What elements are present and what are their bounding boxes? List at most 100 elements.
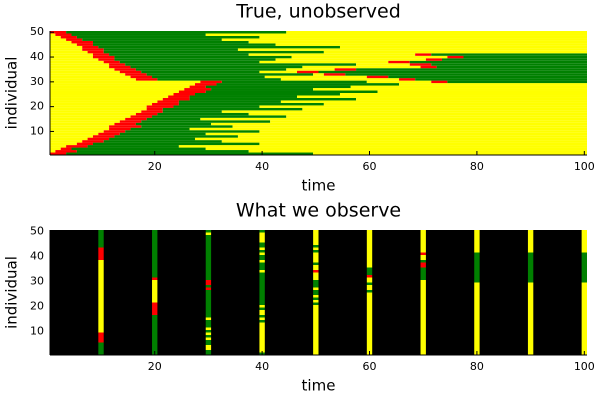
state-segment: [130, 75, 153, 79]
observed-cell: [313, 325, 319, 328]
state-segment: [103, 50, 324, 54]
observed-cell: [527, 330, 534, 333]
observed-cell: [205, 287, 212, 290]
state-segment: [286, 31, 587, 34]
observed-cell: [527, 305, 534, 308]
observed-cell: [420, 300, 426, 303]
observed-cell: [366, 305, 373, 308]
observed-cell: [259, 282, 265, 285]
observed-cell: [313, 277, 319, 280]
observed-cell: [152, 327, 158, 330]
observed-cell: [152, 340, 158, 343]
observed-cell: [581, 347, 587, 350]
state-segment: [50, 95, 169, 98]
observed-cell: [581, 342, 587, 345]
observed-cell: [366, 245, 373, 248]
state-segment: [92, 55, 115, 59]
x-tick-label: 60: [363, 160, 377, 173]
observed-cell: [313, 320, 319, 323]
x-axis-label: time: [302, 177, 336, 195]
state-segment: [221, 140, 587, 143]
observed-cell: [366, 302, 373, 305]
state-segment: [98, 45, 340, 49]
observed-cell: [474, 272, 480, 275]
observed-cell: [474, 317, 480, 320]
observed-cell: [98, 247, 104, 250]
observed-cell: [98, 325, 104, 328]
y-tick-label: 50: [30, 224, 44, 237]
observed-cell: [420, 340, 426, 343]
observed-cell: [98, 295, 104, 298]
state-segment: [436, 65, 587, 69]
observed-cell: [420, 310, 426, 313]
state-segment: [50, 117, 126, 121]
state-segment: [157, 100, 179, 103]
observed-cell: [98, 332, 104, 335]
observed-cell: [474, 347, 480, 350]
observed-cell: [313, 262, 319, 265]
observed-cell: [152, 267, 158, 270]
observed-cell: [205, 300, 212, 303]
observed-cell: [366, 242, 373, 245]
state-segment: [442, 58, 587, 61]
observed-cell: [581, 230, 587, 233]
observed-cell: [152, 332, 158, 335]
observed-cell: [366, 332, 373, 335]
state-segment: [270, 120, 587, 123]
state-segment: [334, 68, 357, 71]
state-segment: [189, 95, 298, 98]
observed-cell: [313, 290, 319, 293]
state-segment: [339, 93, 587, 96]
observed-cell: [420, 295, 426, 298]
observed-cell: [152, 272, 158, 275]
state-segment: [119, 132, 206, 136]
observed-cell: [581, 237, 587, 240]
state-segment: [178, 100, 281, 103]
observed-cell: [527, 235, 534, 238]
observed-cell: [313, 342, 319, 345]
observed-cell: [98, 322, 104, 325]
observed-cell: [205, 312, 212, 315]
observed-cell: [259, 272, 265, 275]
state-segment: [50, 93, 174, 96]
state-segment: [92, 142, 260, 146]
state-segment: [194, 93, 340, 96]
observed-cell: [527, 332, 534, 335]
state-segment: [221, 80, 367, 84]
observed-cell: [98, 352, 104, 355]
state-segment: [114, 135, 238, 138]
observed-cell: [474, 342, 480, 345]
state-segment: [71, 33, 206, 36]
observed-cell: [581, 232, 587, 235]
state-segment: [205, 33, 588, 36]
observed-cell: [420, 270, 426, 273]
state-segment: [259, 142, 587, 146]
observed-cell: [474, 267, 480, 270]
observed-cell: [98, 335, 104, 338]
observed-cell: [581, 277, 587, 280]
observed-cell: [152, 262, 158, 265]
state-segment: [98, 58, 115, 61]
observed-cell: [581, 270, 587, 273]
state-segment: [152, 75, 265, 79]
observed-cell: [527, 337, 534, 340]
observed-cell: [205, 230, 212, 233]
observed-cell: [366, 340, 373, 343]
state-segment: [280, 78, 400, 81]
observed-cell: [527, 307, 534, 310]
state-segment: [286, 115, 587, 118]
state-segment: [50, 102, 153, 106]
state-segment: [50, 125, 110, 128]
state-segment: [50, 65, 110, 69]
observed-cell: [527, 290, 534, 293]
observed-cell: [259, 335, 265, 338]
state-segment: [189, 127, 587, 131]
observed-cell: [259, 285, 265, 288]
state-segment: [178, 145, 587, 148]
observed-cell: [205, 232, 212, 235]
observed-cell: [205, 257, 212, 260]
observed-cell: [366, 300, 373, 303]
state-segment: [184, 88, 212, 91]
observed-cell: [474, 305, 480, 308]
observed-cell: [98, 330, 104, 333]
